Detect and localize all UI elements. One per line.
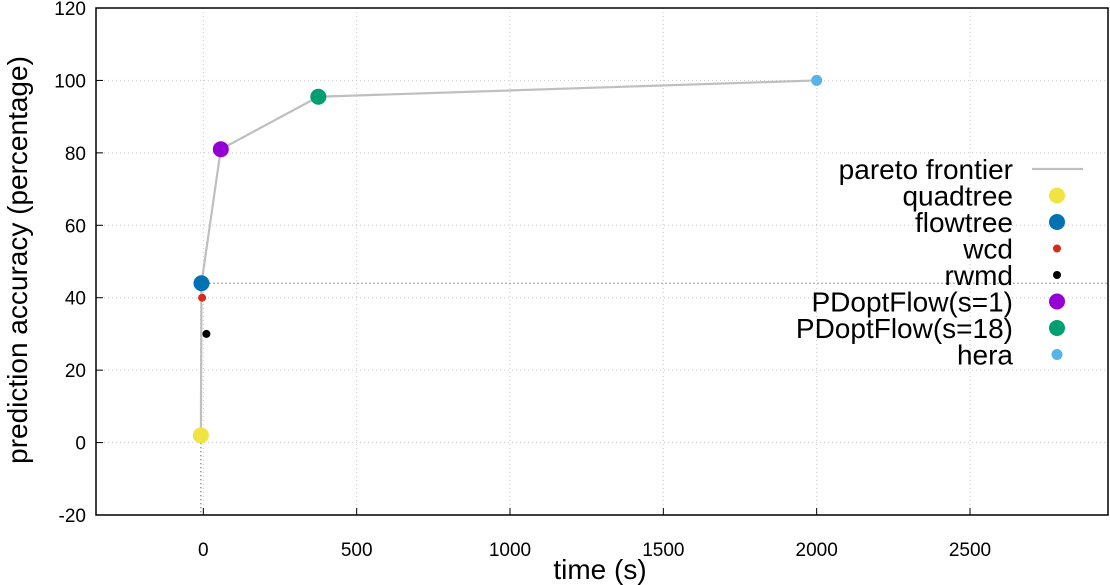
point-flowtree (193, 275, 210, 292)
pareto-frontier-line (199, 79, 817, 436)
x-tick-label-2: 1000 (489, 540, 531, 561)
legend-label-pareto-frontier: pareto frontier (839, 154, 1013, 185)
y-tick-label-5: 80 (65, 144, 86, 165)
x-tick-label-5: 2500 (949, 540, 991, 561)
legend-swatch-quadtree (1049, 187, 1065, 204)
y-axis-title: prediction accuracy (percentage) (2, 56, 33, 464)
legend-swatch-pdoptflow-s-18 (1049, 320, 1065, 336)
point-pdoptflow-s-18 (310, 88, 327, 105)
plot-frame (95, 7, 1109, 516)
y-tick-label-2: 20 (65, 361, 86, 382)
legend-swatch-flowtree (1049, 214, 1065, 230)
y-tick-label-1: 0 (75, 434, 86, 455)
legend-label-pdoptflow-s-1: PDoptFlow(s=1) (811, 287, 1013, 318)
legend-swatch-wcd (1053, 244, 1061, 253)
legend-label-quadtree: quadtree (902, 181, 1013, 212)
y-tick-label-4: 60 (65, 216, 86, 237)
y-axis-ticks: -20 0 20 40 60 80 100 120 (54, 0, 103, 527)
legend: pareto frontierquadtreeflowtreewcdrwmdPD… (796, 154, 1083, 371)
data-points (192, 74, 823, 444)
x-tick-label-1: 500 (341, 540, 373, 561)
point-hera (811, 74, 823, 86)
x-axis-title: time (s) (553, 554, 646, 585)
point-quadtree (192, 427, 209, 444)
legend-label-flowtree: flowtree (915, 207, 1013, 238)
x-tick-label-0: 0 (198, 540, 209, 561)
y-tick-label-7: 120 (54, 0, 86, 20)
legend-swatch-hera (1051, 349, 1063, 360)
y-tick-label-6: 100 (54, 71, 86, 92)
point-pdoptflow-s-1 (212, 141, 229, 158)
x-axis-ticks: 0 500 1000 1500 2000 2500 (198, 508, 991, 561)
legend-label-wcd: wcd (962, 234, 1013, 265)
y-tick-label-3: 40 (65, 289, 86, 310)
y-tick-label-0: -20 (59, 506, 86, 527)
point-rwmd (202, 329, 211, 338)
legend-label-rwmd: rwmd (945, 260, 1013, 291)
x-tick-label-4: 2000 (796, 540, 838, 561)
x-tick-label-3: 1500 (642, 540, 684, 561)
legend-label-pdoptflow-s-18: PDoptFlow(s=18) (796, 313, 1013, 344)
point-wcd (198, 293, 207, 302)
legend-label-hera: hera (957, 340, 1013, 371)
legend-swatch-rwmd (1053, 271, 1061, 279)
pareto-frontier (199, 79, 817, 436)
legend-swatch-pdoptflow-s-1 (1049, 293, 1065, 310)
